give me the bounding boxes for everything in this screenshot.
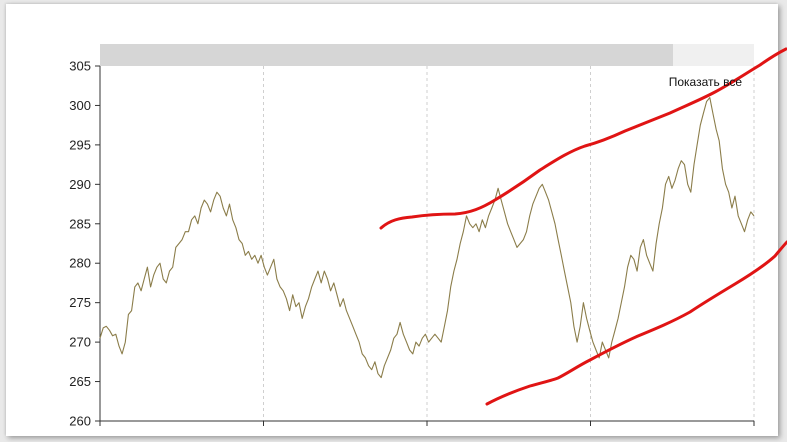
axes: 305 300 295 290 285 280 275 270 265 260	[69, 59, 755, 429]
y-tick-label: 270	[69, 335, 91, 350]
upper-trend-annotation	[379, 47, 787, 230]
y-tick-label: 280	[69, 256, 91, 271]
y-tick-label: 300	[69, 98, 91, 113]
show-all-button[interactable]: Показать все	[669, 75, 743, 89]
range-selector-handle[interactable]	[100, 44, 673, 66]
y-tick-label: 305	[69, 59, 91, 74]
grid	[263, 66, 755, 421]
lower-trend-annotation	[485, 240, 787, 406]
y-tick-label: 260	[69, 414, 91, 429]
price-series-line	[99, 97, 755, 379]
y-tick-label: 285	[69, 216, 91, 231]
y-tick-label: 295	[69, 137, 91, 152]
y-tick-label: 290	[69, 177, 91, 192]
y-tick-label: 275	[69, 295, 91, 310]
y-tick-label: 265	[69, 374, 91, 389]
